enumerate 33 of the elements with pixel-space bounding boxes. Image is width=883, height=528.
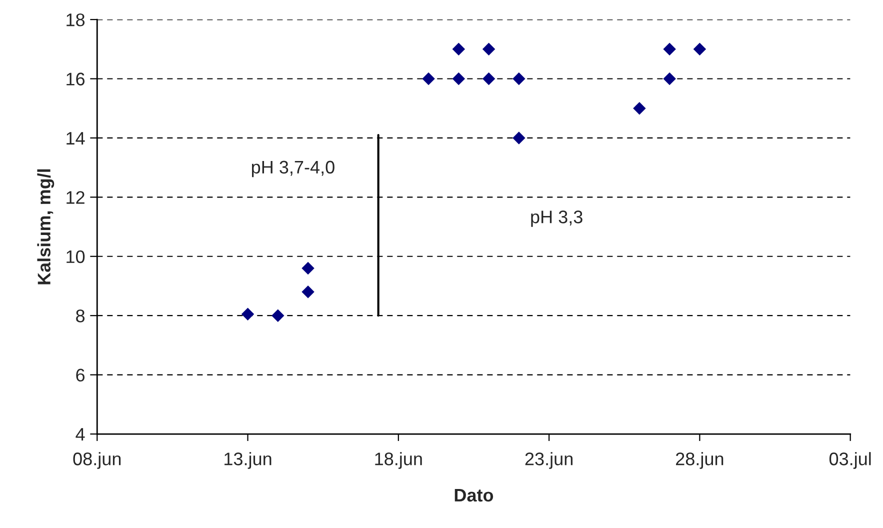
point bbox=[633, 102, 646, 115]
point bbox=[452, 72, 466, 86]
point bbox=[302, 262, 314, 275]
point bbox=[482, 42, 496, 56]
point bbox=[422, 72, 435, 86]
x-tick-label: 08.jun bbox=[73, 452, 121, 469]
point bbox=[272, 309, 284, 322]
point bbox=[512, 72, 526, 86]
point bbox=[452, 42, 466, 56]
point bbox=[512, 132, 526, 144]
point bbox=[302, 286, 314, 298]
x-axis-title: Dato bbox=[454, 489, 494, 502]
y-tick-label: 18 bbox=[66, 13, 85, 26]
point bbox=[241, 308, 254, 320]
y-tick-label: 10 bbox=[66, 250, 85, 264]
annotation: pH 3,3 bbox=[531, 210, 582, 227]
annotation: pH 3,7-4,0 bbox=[252, 160, 334, 178]
y-tick-label: 6 bbox=[76, 368, 85, 382]
x-tick-label: 03.jul bbox=[829, 452, 871, 469]
x-tick-label: 28.jun bbox=[676, 452, 724, 469]
x-tick-label: 18.jun bbox=[375, 452, 422, 469]
y-tick-label: 12 bbox=[66, 191, 84, 204]
point bbox=[663, 42, 676, 56]
y-axis-title: Kalsium, mg/l bbox=[37, 169, 54, 284]
x-tick-label: 13.jun bbox=[224, 452, 272, 469]
y-tick-label: 4 bbox=[76, 428, 85, 441]
point bbox=[482, 72, 496, 86]
y-tick-label: 8 bbox=[76, 310, 85, 322]
y-tick-label: 14 bbox=[66, 132, 85, 144]
x-tick-label: 23.jun bbox=[525, 452, 572, 469]
y-tick-label: 16 bbox=[66, 72, 85, 86]
point bbox=[663, 72, 676, 86]
point bbox=[693, 42, 706, 56]
